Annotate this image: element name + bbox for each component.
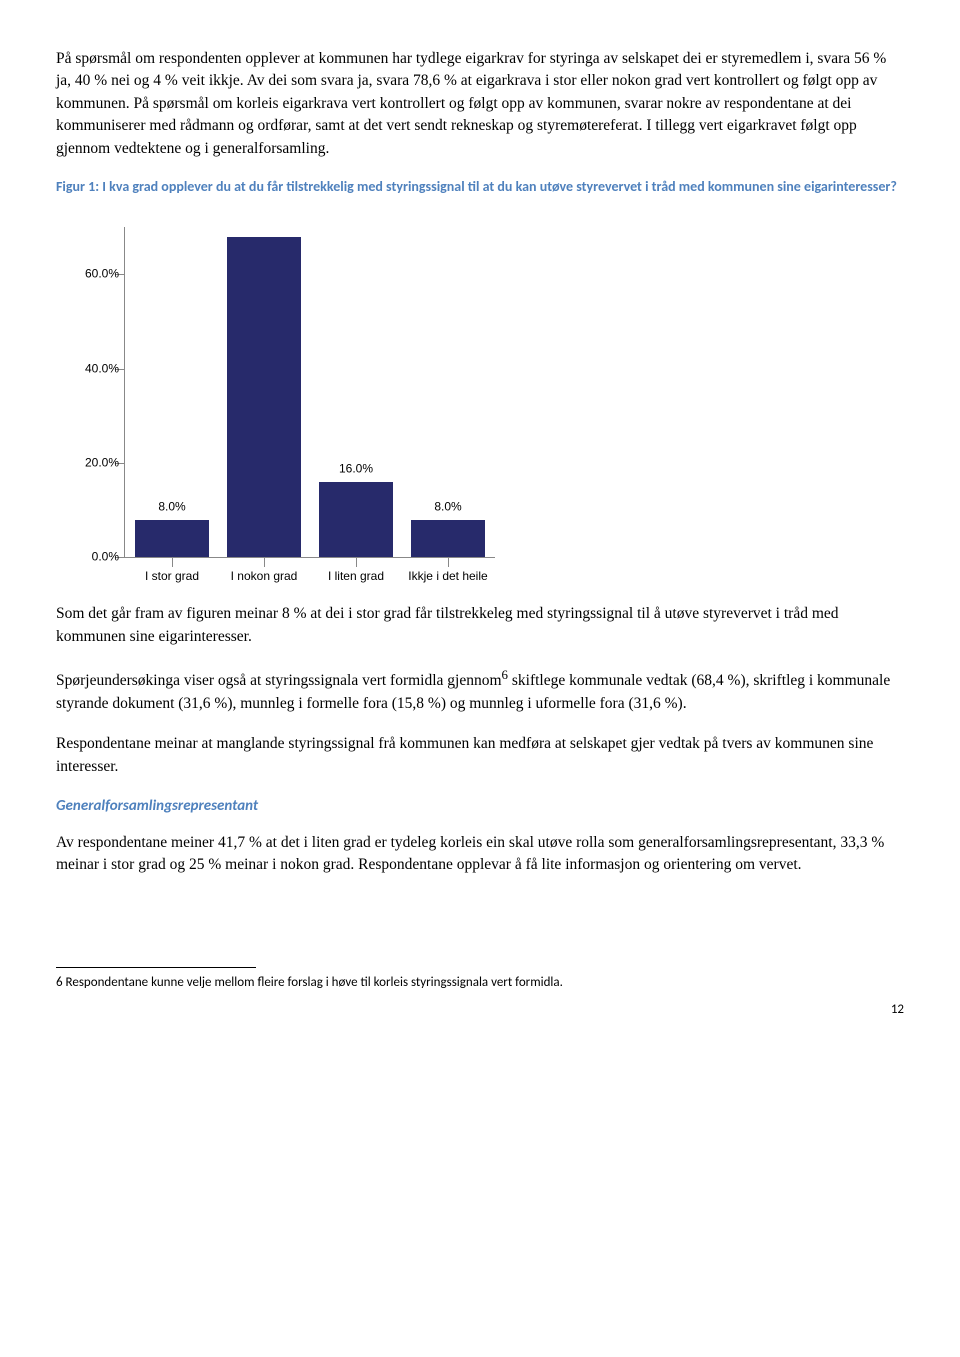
paragraph-3: Spørjeundersøkinga viser også at styring…	[56, 666, 904, 715]
bar: 8.0%	[411, 520, 485, 558]
x-axis-label: Ikkje i det heile	[408, 568, 487, 585]
footnote-6: 6 Respondentane kunne velje mellom fleir…	[56, 974, 904, 993]
bar-chart: 0.0% 20.0% 40.0% 60.0% 8.0% I stor grad 68.0% I…	[68, 219, 508, 599]
figure-caption: Figur 1: I kva grad opplever du at du få…	[56, 178, 904, 197]
x-axis-label: I liten grad	[328, 568, 384, 585]
subsection-heading: Generalforsamlingsrepresentant	[56, 796, 904, 818]
x-tick	[264, 557, 265, 567]
paragraph-2: Som det går fram av figuren meinar 8 % a…	[56, 603, 904, 648]
x-tick	[356, 557, 357, 567]
bar: 68.0%	[227, 237, 301, 558]
bar: 8.0%	[135, 520, 209, 558]
y-axis-label: 20.0%	[71, 454, 119, 471]
x-tick	[172, 557, 173, 567]
y-axis-label: 0.0%	[71, 549, 119, 566]
footnote-rule	[56, 967, 256, 968]
bar-value-label: 16.0%	[339, 460, 373, 477]
x-axis-label: I stor grad	[145, 568, 199, 585]
paragraph-5: Av respondentane meiner 41,7 % at det i …	[56, 832, 904, 877]
x-axis-label: I nokon grad	[231, 568, 298, 585]
paragraph-3a: Spørjeundersøkinga viser også at styring…	[56, 672, 502, 689]
bar-value-label: 8.0%	[434, 498, 461, 515]
bar: 16.0%	[319, 482, 393, 557]
y-axis-label: 60.0%	[71, 266, 119, 283]
page-number: 12	[56, 1001, 904, 1020]
bar-value-label: 68.0%	[247, 215, 281, 232]
bar-value-label: 8.0%	[158, 498, 185, 515]
x-tick	[448, 557, 449, 567]
paragraph-1: På spørsmål om respondenten opplever at …	[56, 48, 904, 160]
y-axis-label: 40.0%	[71, 360, 119, 377]
paragraph-4: Respondentane meinar at manglande styrin…	[56, 733, 904, 778]
